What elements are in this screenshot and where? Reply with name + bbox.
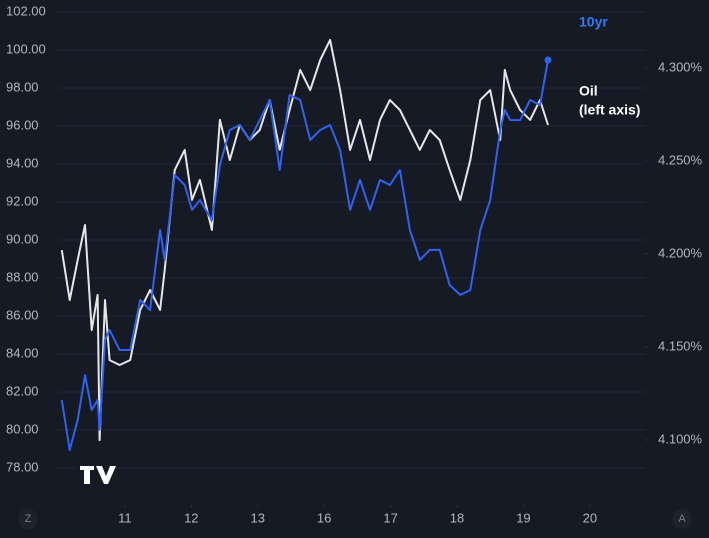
y-tick-label: 100.00: [6, 41, 46, 56]
y-tick-label: 96.00: [6, 117, 39, 132]
y-tick-label: 84.00: [6, 345, 39, 360]
button-bg: [18, 509, 38, 529]
legend-label: Oil: [579, 83, 598, 99]
logo: [76, 463, 116, 487]
y-tick-label: 86.00: [6, 307, 39, 322]
x-tick-label: 19: [516, 510, 530, 525]
y-tick-label: 90.00: [6, 231, 39, 246]
y-tick-label: 98.00: [6, 79, 39, 94]
button-bg: [672, 509, 692, 529]
y-tick-label: 92.00: [6, 193, 39, 208]
last-point: [544, 56, 552, 64]
x-tick-label: 11: [118, 510, 132, 525]
x-tick-label: 16: [317, 510, 331, 525]
series-line: [60, 59, 549, 451]
button-label: A: [678, 513, 686, 525]
y2-tick-label: 4.300%: [658, 59, 703, 74]
y-tick-label: 80.00: [6, 421, 39, 436]
y-tick-label: 88.00: [6, 269, 39, 284]
y-tick-label: 78.00: [6, 459, 39, 474]
scale-button[interactable]: Z: [18, 509, 38, 529]
y-tick-label: 94.00: [6, 155, 39, 170]
y2-tick-label: 4.100%: [658, 431, 703, 446]
x-tick-label: 18: [450, 510, 464, 525]
x-tick-label: 13: [250, 510, 264, 525]
x-tick-label: 12: [184, 510, 198, 525]
x-tick-label: 20: [583, 510, 597, 525]
y2-tick-label: 4.250%: [658, 152, 703, 167]
y-tick-label: 102.00: [6, 3, 46, 18]
series-line: [60, 38, 549, 442]
x-tick-label: 17: [383, 510, 397, 525]
button-label: Z: [25, 513, 32, 525]
y2-tick-label: 4.200%: [658, 245, 703, 260]
y-tick-label: 82.00: [6, 383, 39, 398]
legend-label: 10yr: [579, 14, 608, 30]
scale-button[interactable]: A: [672, 509, 692, 529]
annotation: (left axis): [579, 102, 640, 118]
y2-tick-label: 4.150%: [658, 338, 703, 353]
